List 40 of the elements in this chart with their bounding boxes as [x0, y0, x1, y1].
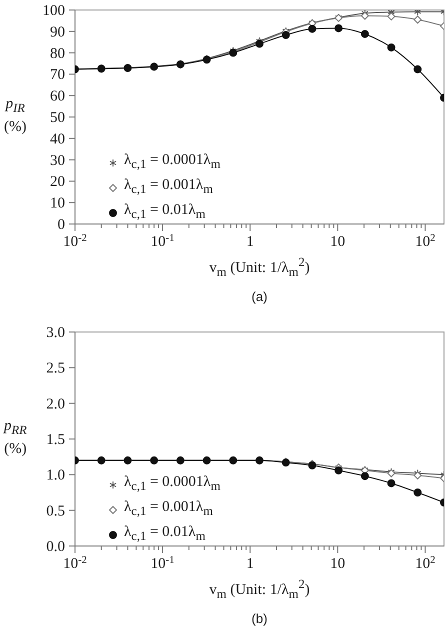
x-tick-label: 1 [246, 556, 254, 572]
x-tick-label: 10$^{-1}$ [150, 232, 174, 250]
x-tick-label: 10$^{-2}$ [63, 554, 87, 572]
y-tick-label: 80 [50, 46, 65, 62]
x-tick-label: 10$^{2}$ [415, 554, 436, 572]
text: (b) [250, 611, 268, 626]
legend-label: λ$_{c,1}$ = 0.01λ$_{m}$ [124, 523, 206, 545]
y-tick-label: 20 [50, 174, 65, 190]
x-tick-label: 10$^{-1}$ [150, 554, 174, 572]
text: (a) [250, 289, 268, 304]
x-axis-title: v$_{m}$ (Unit: 1/λ$_{m}$$^{2}$) [208, 577, 311, 602]
x-axis-title: v$_{m}$ (Unit: 1/λ$_{m}$$^{2}$) [208, 255, 311, 280]
legend-label: λ$_{c,1}$ = 0.0001λ$_{m}$ [124, 151, 220, 173]
y-tick-label: 0.0 [46, 539, 65, 555]
y-tick-label: 40 [50, 131, 65, 148]
y-tick-label: 2.5 [46, 360, 65, 377]
y-tick-label: 90 [50, 24, 65, 40]
legend-label: λ$_{c,1}$ = 0.001λ$_{m}$ [124, 176, 213, 198]
x-tick-label: 1 [246, 234, 254, 250]
y-tick-label: 70 [50, 67, 65, 84]
x-tick-label: 10$^{-2}$ [63, 232, 87, 250]
y-tick-label: 1.0 [46, 468, 65, 484]
y-axis-title: p$_{RR}$ (%) [4, 417, 27, 459]
y-tick-label: 50 [50, 110, 65, 126]
y-tick-label: 2.0 [46, 396, 65, 412]
x-tick-label: 10$^{2}$ [415, 232, 436, 250]
legend-label: λ$_{c,1}$ = 0.001λ$_{m}$ [124, 498, 213, 520]
y-tick-label: 3.0 [46, 325, 65, 341]
y-tick-label: 0 [58, 217, 65, 233]
y-tick-label: 100 [42, 3, 65, 19]
y-tick-label: 30 [50, 152, 65, 169]
y-tick-label: 10 [50, 196, 65, 212]
legend-label: λ$_{c,1}$ = 0.01λ$_{m}$ [124, 201, 206, 223]
legend-label: λ$_{c,1}$ = 0.0001λ$_{m}$ [124, 473, 220, 495]
y-axis-title: p$_{IR}$ (%) [4, 95, 26, 137]
y-tick-label: 0.5 [46, 503, 65, 520]
x-tick-label: 10 [330, 556, 346, 572]
x-tick-label: 10 [330, 234, 346, 250]
y-tick-label: 60 [50, 88, 65, 105]
y-tick-label: 1.5 [46, 432, 65, 448]
